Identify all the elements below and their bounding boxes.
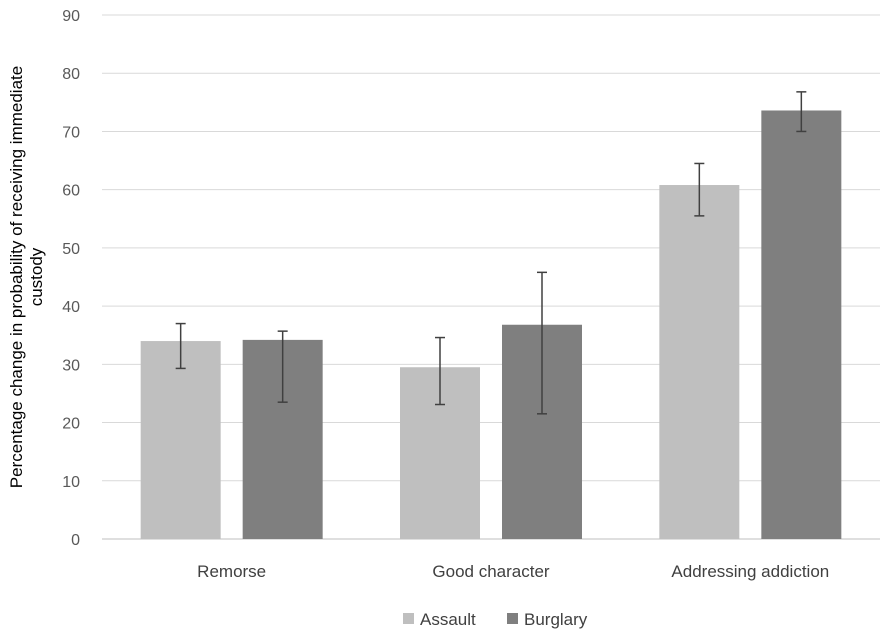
y-tick-label: 40	[62, 299, 80, 316]
error-bars	[175, 91, 807, 415]
error-bar-assault-2	[435, 336, 445, 406]
y-axis-title: Percentage change in probability of rece…	[7, 66, 46, 488]
legend-swatch	[403, 613, 414, 624]
legend-label: Assault	[420, 610, 476, 629]
legend-item-assault: Assault	[403, 610, 476, 629]
y-tick-label: 70	[62, 124, 80, 141]
error-bar-burglary-3	[796, 91, 807, 133]
bar-assault-3	[659, 185, 740, 539]
error-bar-assault-3	[694, 162, 705, 217]
x-axis-categories: Remorse Good character Addressing addictio…	[197, 562, 829, 581]
y-axis-ticks: 0 10 20 30 40 50 60 70 80 90	[62, 8, 80, 549]
y-tick-label: 0	[71, 532, 80, 549]
category-label: Addressing addiction	[671, 562, 829, 581]
category-label: Remorse	[197, 562, 266, 581]
bars	[140, 110, 842, 540]
category-label: Good character	[432, 562, 550, 581]
y-tick-label: 90	[62, 8, 80, 25]
y-tick-label: 10	[62, 474, 80, 491]
gridlines	[102, 14, 880, 540]
legend: Assault Burglary	[403, 610, 588, 629]
bar-burglary-3	[761, 110, 842, 540]
bar-assault-1	[140, 341, 221, 539]
error-bar-assault-1	[175, 322, 186, 370]
y-tick-label: 80	[62, 66, 80, 83]
y-tick-label: 30	[62, 357, 80, 374]
y-tick-label: 50	[62, 241, 80, 258]
error-bar-burglary-2	[537, 271, 547, 415]
error-bar-burglary-1	[277, 330, 288, 403]
y-tick-label: 20	[62, 416, 80, 433]
legend-label: Burglary	[524, 610, 588, 629]
legend-swatch	[507, 613, 518, 624]
legend-item-burglary: Burglary	[507, 610, 588, 629]
y-tick-label: 60	[62, 183, 80, 200]
